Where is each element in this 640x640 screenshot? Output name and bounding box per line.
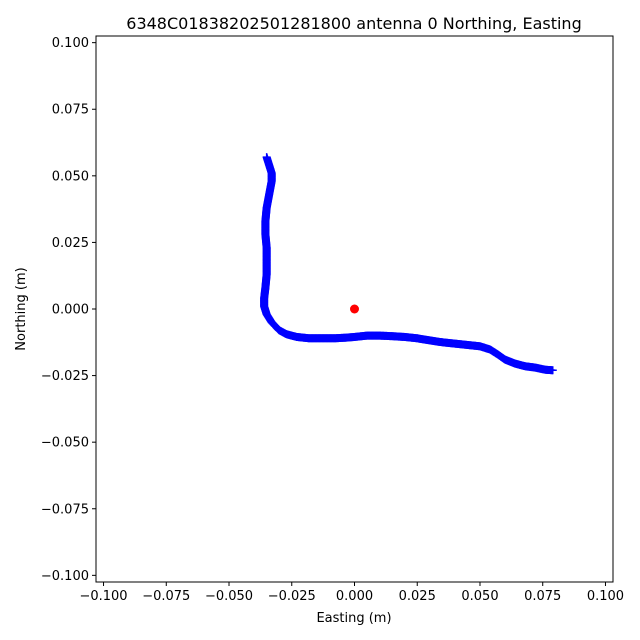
y-tick-label: −0.100 [41, 569, 89, 584]
x-tick-label: −0.025 [268, 589, 316, 604]
y-tick-label: 0.050 [52, 169, 89, 184]
y-tick-label: 0.025 [52, 236, 89, 251]
y-axis-label: Northing (m) [14, 267, 29, 350]
y-tick-label: −0.050 [41, 436, 89, 451]
reference-point [350, 304, 359, 314]
trajectory-point [548, 366, 557, 375]
y-tick-label: 0.000 [52, 303, 89, 318]
x-axis: −0.100 −0.075 −0.050 −0.025 0.000 0.025 0.050 0… [79, 582, 624, 604]
x-axis-label: Easting (m) [316, 611, 391, 626]
x-tick-label: −0.100 [79, 589, 127, 604]
plot-frame [95, 35, 614, 583]
x-tick-label: 0.075 [524, 589, 561, 604]
y-tick-label: −0.025 [41, 369, 89, 384]
y-tick-label: 0.075 [52, 103, 89, 118]
x-tick-label: −0.075 [142, 589, 190, 604]
chart-title: 6348C01838202501281800 antenna 0 Northin… [126, 14, 581, 33]
x-tick-label: −0.050 [205, 589, 253, 604]
y-axis: −0.100 −0.075 −0.050 −0.025 0.000 0.025 0.050 0… [41, 36, 96, 584]
x-tick-label: 0.000 [336, 589, 373, 604]
plot-area [260, 153, 557, 375]
x-tick-label: 0.050 [461, 589, 498, 604]
y-tick-label: −0.075 [41, 502, 89, 517]
x-tick-label: 0.100 [587, 589, 624, 604]
x-tick-label: 0.025 [399, 589, 436, 604]
y-tick-label: 0.100 [52, 36, 89, 51]
